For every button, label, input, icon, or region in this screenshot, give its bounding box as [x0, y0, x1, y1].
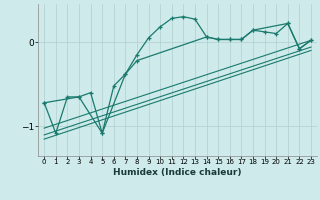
X-axis label: Humidex (Indice chaleur): Humidex (Indice chaleur): [113, 168, 242, 177]
